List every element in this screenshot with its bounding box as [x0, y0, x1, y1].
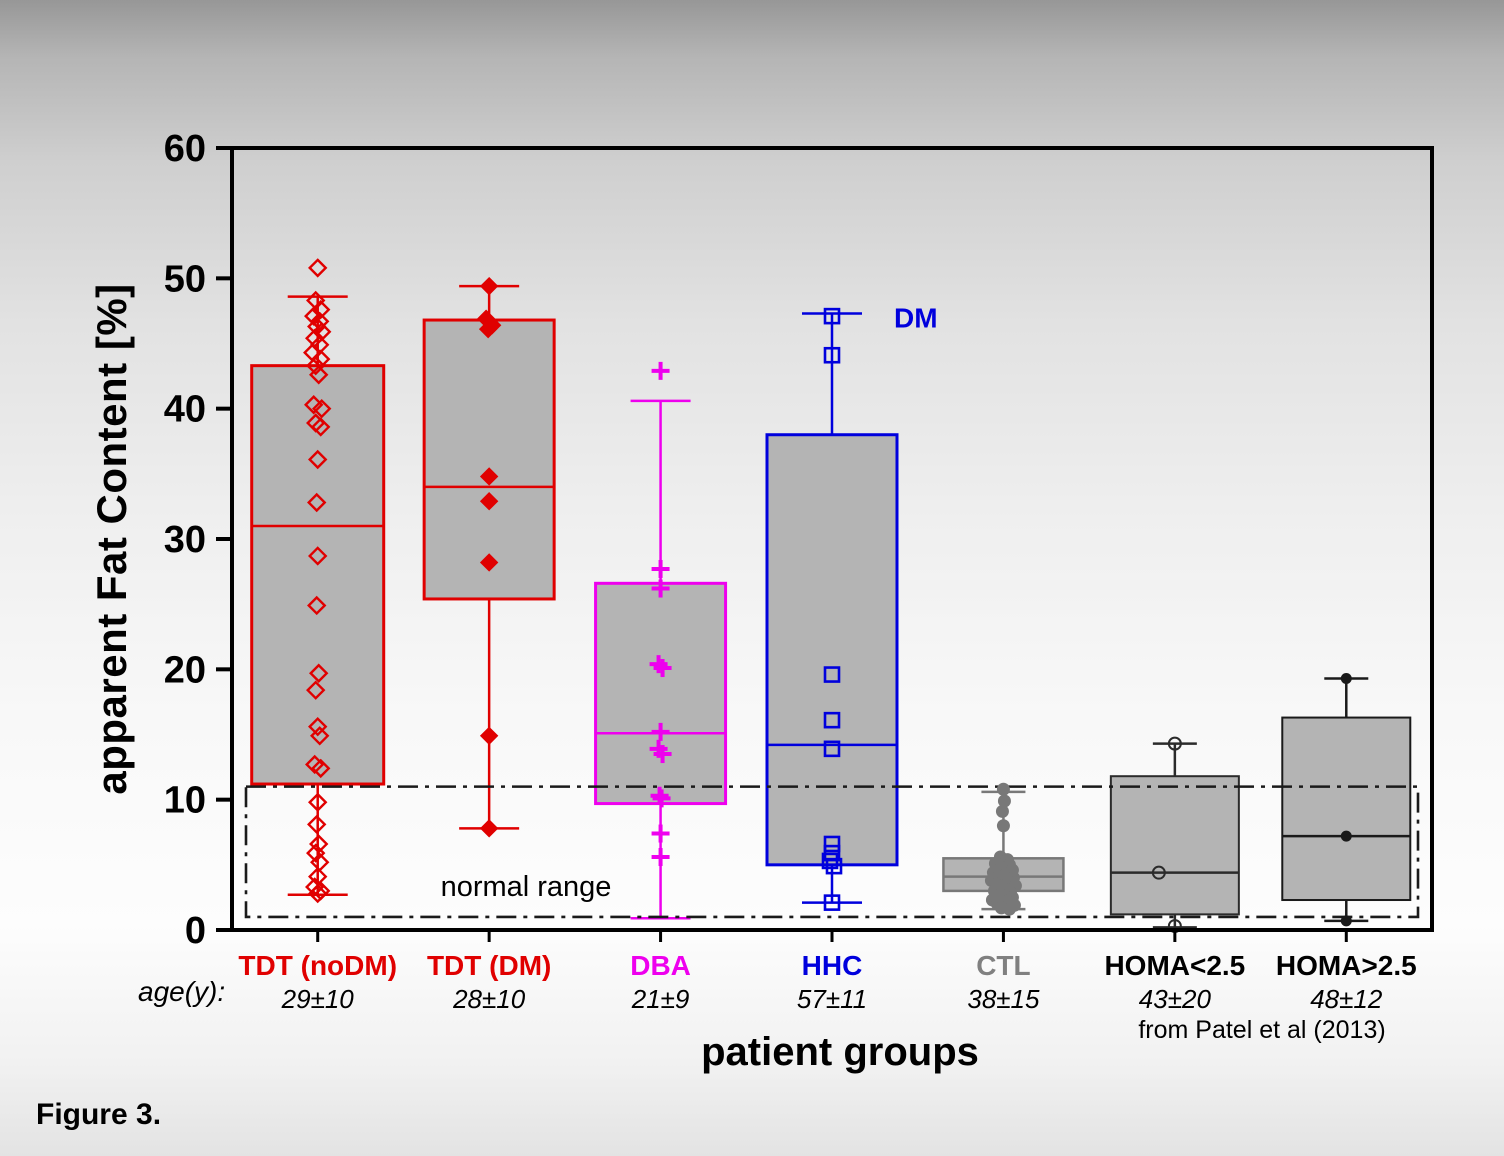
y-tick-label: 40	[164, 389, 206, 431]
source-note: from Patel et al (2013)	[1138, 1016, 1386, 1044]
marker-open-square	[821, 852, 839, 870]
marker-filled-circle	[1002, 902, 1016, 916]
group-label: HOMA>2.5	[1276, 950, 1417, 981]
marker-open-circle	[1167, 736, 1182, 751]
group-label: TDT (DM)	[427, 950, 551, 981]
group-label: TDT (noDM)	[238, 950, 397, 981]
age-row-label: age(y):	[138, 976, 226, 1007]
marker-open-diamond	[308, 792, 328, 812]
marker-filled-diamond	[479, 467, 499, 486]
box-3	[765, 433, 899, 867]
x-axis-label: patient groups	[701, 1030, 979, 1074]
marker-open-square	[823, 711, 841, 729]
marker-open-square	[823, 835, 841, 853]
y-tick-label: 0	[185, 910, 206, 952]
group-age: 38±15	[967, 984, 1040, 1014]
marker-open-square	[823, 346, 841, 364]
marker-filled-circle	[996, 819, 1010, 833]
marker-filled-diamond	[479, 553, 499, 572]
box-6	[1281, 716, 1412, 902]
marker-open-diamond	[306, 680, 326, 700]
marker-open-diamond	[309, 834, 329, 854]
marker-open-diamond	[306, 843, 326, 863]
group-label: HOMA<2.5	[1104, 950, 1245, 981]
marker-open-diamond	[308, 883, 328, 904]
marker-open-diamond	[307, 492, 327, 513]
marker-open-diamond	[308, 258, 328, 278]
marker-filled-circle	[1340, 830, 1352, 842]
marker-open-square	[825, 857, 843, 875]
y-axis-label: apparent Fat Content [%]	[88, 283, 135, 795]
marker-open-diamond	[308, 449, 328, 470]
marker-open-circle	[1151, 865, 1166, 880]
marker-filled-circle	[1340, 915, 1352, 927]
marker-open-diamond	[308, 546, 328, 566]
box-0	[250, 364, 386, 786]
normal-range-band	[244, 785, 1420, 919]
box-5	[1109, 775, 1240, 916]
marker-filled-diamond	[478, 319, 498, 339]
group-age: 29±10	[281, 984, 355, 1014]
group-age: 43±20	[1139, 984, 1212, 1014]
marker-open-square	[823, 666, 841, 683]
marker-open-square	[823, 307, 841, 325]
y-tick-label: 50	[164, 258, 206, 300]
marker-open-diamond	[310, 311, 330, 332]
normal-range-label: normal range	[441, 871, 612, 903]
group-label: HHC	[802, 950, 863, 981]
figure-caption: Figure 3.	[36, 1098, 162, 1131]
marker-open-diamond	[306, 355, 326, 376]
box-1	[422, 318, 556, 601]
marker-open-diamond	[309, 663, 329, 683]
group-age: 21±9	[631, 984, 690, 1014]
group-age: 57±11	[797, 984, 867, 1014]
marker-open-diamond	[309, 365, 329, 385]
annotation-DM: DM	[894, 302, 938, 333]
group-age: 28±10	[452, 984, 526, 1014]
marker-filled-circle	[997, 794, 1011, 808]
marker-filled-diamond	[479, 819, 499, 838]
marker-open-diamond	[308, 716, 328, 737]
marker-open-square	[823, 894, 841, 911]
marker-open-diamond	[307, 595, 327, 616]
marker-open-diamond	[311, 758, 331, 779]
group-label: CTL	[976, 950, 1030, 981]
y-tick-label: 30	[164, 519, 206, 561]
marker-filled-circle	[996, 782, 1010, 796]
y-tick-label: 60	[164, 128, 206, 170]
group-label: DBA	[630, 950, 691, 981]
marker-filled-circle	[1340, 672, 1352, 684]
box-2	[594, 581, 728, 806]
y-tick-label: 10	[164, 780, 206, 822]
marker-open-diamond	[311, 417, 331, 437]
marker-filled-diamond	[479, 726, 499, 746]
marker-open-square	[823, 740, 841, 758]
marker-filled-diamond	[479, 491, 499, 511]
marker-filled-diamond	[479, 276, 499, 296]
group-age: 48±12	[1310, 984, 1383, 1014]
marker-open-diamond	[310, 726, 330, 746]
y-tick-label: 20	[164, 649, 206, 691]
marker-open-diamond	[307, 814, 327, 835]
marker-open-diamond	[312, 398, 332, 419]
marker-filled-circle	[995, 804, 1009, 818]
